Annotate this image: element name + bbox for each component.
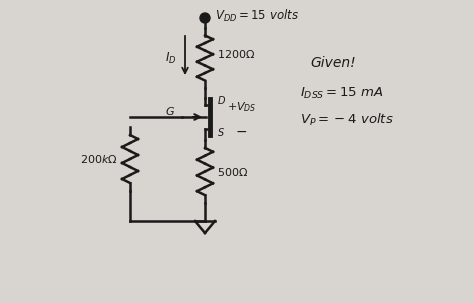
Text: $1200\Omega$: $1200\Omega$ <box>217 48 255 60</box>
Text: $-$: $-$ <box>235 124 247 138</box>
Text: G: G <box>166 107 174 117</box>
Text: S: S <box>218 128 224 138</box>
Text: D: D <box>218 96 226 106</box>
Text: Given!: Given! <box>310 56 356 70</box>
Text: $I_D$: $I_D$ <box>165 51 177 65</box>
Circle shape <box>200 13 210 23</box>
Text: $I_{DSS} = 15$ mA: $I_{DSS} = 15$ mA <box>300 85 383 101</box>
Text: $200k\Omega$: $200k\Omega$ <box>80 153 118 165</box>
Text: $V_{DD} = 15$ volts: $V_{DD} = 15$ volts <box>215 8 299 24</box>
Text: $V_P = -4$ volts: $V_P = -4$ volts <box>300 112 393 128</box>
Text: $500\Omega$: $500\Omega$ <box>217 165 248 178</box>
Text: $+ V_{DS}$: $+ V_{DS}$ <box>227 100 256 114</box>
